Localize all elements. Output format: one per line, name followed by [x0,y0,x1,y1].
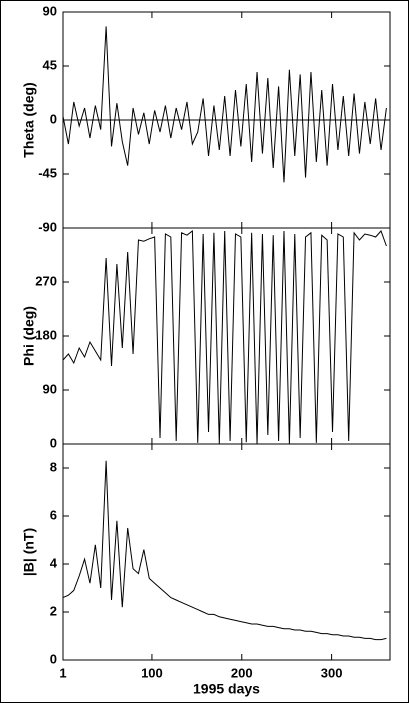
y-tick-label: 90 [43,3,57,18]
x-axis-label: 1995 days [193,681,260,697]
y-tick-label: -45 [38,165,57,180]
y-axis-label: |B| (nT) [21,528,37,576]
x-tick-label: 200 [231,665,253,680]
y-axis-label: Phi (deg) [21,306,37,366]
y-tick-label: 45 [43,57,57,72]
plot-area [62,443,391,661]
data-line [62,460,387,641]
y-tick-label: 0 [50,651,57,666]
data-line [62,229,387,445]
x-tick-label: 100 [141,665,163,680]
y-axis-label: Theta (deg) [21,82,37,157]
y-tick-label: 4 [50,555,58,570]
y-tick-label: 0 [50,111,57,126]
plot-area [62,227,391,445]
data-line [62,26,387,183]
y-tick-label: 270 [35,273,57,288]
x-tick-label: 300 [321,665,343,680]
y-tick-label: 8 [50,459,57,474]
y-tick-label: 0 [50,435,57,450]
x-tick-label: 1 [59,665,66,680]
y-tick-label: 2 [50,603,57,618]
y-tick-label: 90 [43,381,57,396]
y-tick-label: 6 [50,507,57,522]
y-tick-label: -90 [38,219,57,234]
y-tick-label: 180 [35,327,57,342]
